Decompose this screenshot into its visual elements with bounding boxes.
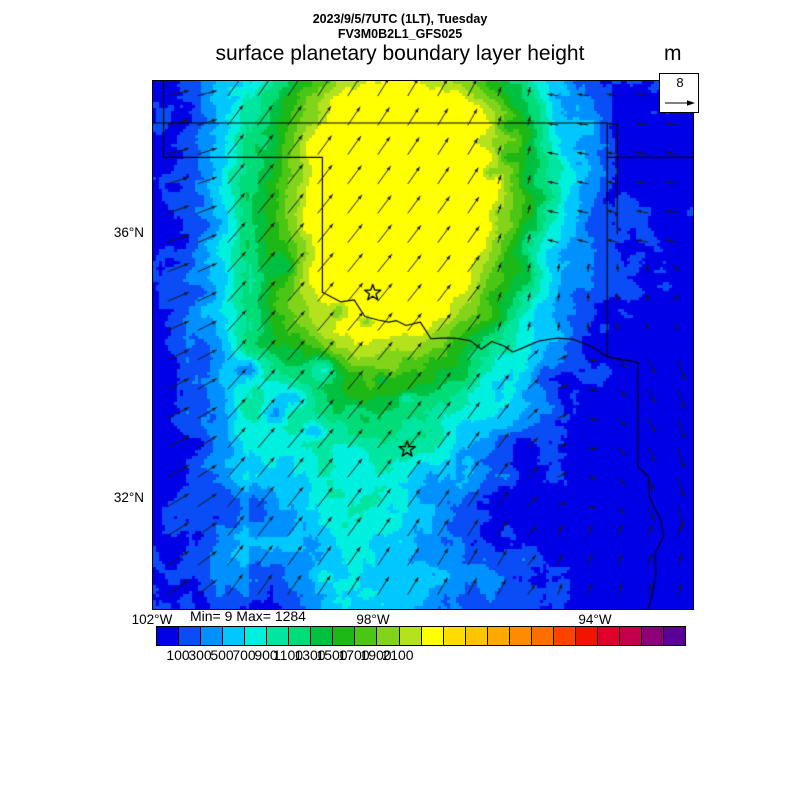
colorbar-swatch bbox=[267, 627, 290, 645]
colorbar-tick-label: 300 bbox=[188, 647, 212, 663]
colorbar-swatch bbox=[399, 627, 422, 645]
colorbar-tick-label: 1300 bbox=[294, 647, 326, 663]
lat-tick-label-32n: 32°N bbox=[113, 490, 144, 505]
colorbar-tick-labels: 100 300 500 700 900 1100 1300 1500 1700 1900 2100 bbox=[156, 647, 686, 665]
colorbar-swatch bbox=[509, 627, 532, 645]
colorbar-swatch bbox=[179, 627, 202, 645]
units-label: m bbox=[664, 42, 682, 65]
colorbar-swatch bbox=[487, 627, 510, 645]
wind-scale-value: 8 bbox=[676, 75, 684, 90]
wind-scale-legend: 8 bbox=[659, 73, 699, 113]
right-arrow-icon bbox=[665, 100, 695, 106]
colorbar-tick-label: 1900 bbox=[360, 647, 392, 663]
colorbar-tick-label: 700 bbox=[232, 647, 256, 663]
colorbar-swatch bbox=[245, 627, 268, 645]
colorbar-swatch bbox=[531, 627, 554, 645]
lon-tick-label-94w: 94°W bbox=[578, 612, 612, 627]
colorbar-swatch bbox=[575, 627, 598, 645]
colorbar-tick-label: 900 bbox=[254, 647, 278, 663]
colorbar-tick-label: 2100 bbox=[382, 647, 414, 663]
colorbar-swatch bbox=[465, 627, 488, 645]
colorbar-swatch bbox=[157, 627, 180, 645]
colorbar-tick-label: 1100 bbox=[272, 647, 304, 663]
colorbar-swatch bbox=[619, 627, 643, 645]
colorbar-tick-label: 1500 bbox=[316, 647, 348, 663]
map-plot-area[interactable] bbox=[152, 80, 694, 610]
colorbar-swatch bbox=[597, 627, 620, 645]
colorbar-swatch bbox=[311, 627, 334, 645]
colorbar-swatch bbox=[553, 627, 576, 645]
colorbar-swatch bbox=[664, 627, 686, 645]
lat-tick-label-36n: 36°N bbox=[113, 225, 144, 240]
title-datetime: 2023/9/5/7UTC (1LT), Tuesday bbox=[312, 12, 488, 26]
lon-tick-label-102w: 102°W bbox=[131, 612, 173, 627]
colorbar-tick-label: 1700 bbox=[338, 647, 370, 663]
colorbar-swatch bbox=[289, 627, 312, 645]
colorbar-swatch bbox=[201, 627, 224, 645]
title-model-id: FV3M0B2L1_GFS025 bbox=[337, 27, 463, 41]
page-title: surface planetary boundary layer height bbox=[215, 42, 585, 65]
colorbar-swatch bbox=[333, 627, 356, 645]
colorbar-swatch bbox=[642, 627, 665, 645]
colorbar-tick-label: 100 bbox=[166, 647, 190, 663]
lon-tick-label-98w: 98°W bbox=[356, 612, 390, 627]
colorbar-swatch bbox=[421, 627, 444, 645]
colorbar-tick-label: 500 bbox=[210, 647, 234, 663]
minmax-statistics: Min= 9 Max= 1284 bbox=[190, 608, 306, 624]
colorbar-swatch bbox=[223, 627, 246, 645]
map-overlay-vectors-borders bbox=[153, 81, 693, 609]
colorbar-swatch bbox=[443, 627, 466, 645]
colorbar-swatch bbox=[377, 627, 400, 645]
colorbar-swatch bbox=[355, 627, 378, 645]
colorbar[interactable] bbox=[156, 626, 686, 646]
